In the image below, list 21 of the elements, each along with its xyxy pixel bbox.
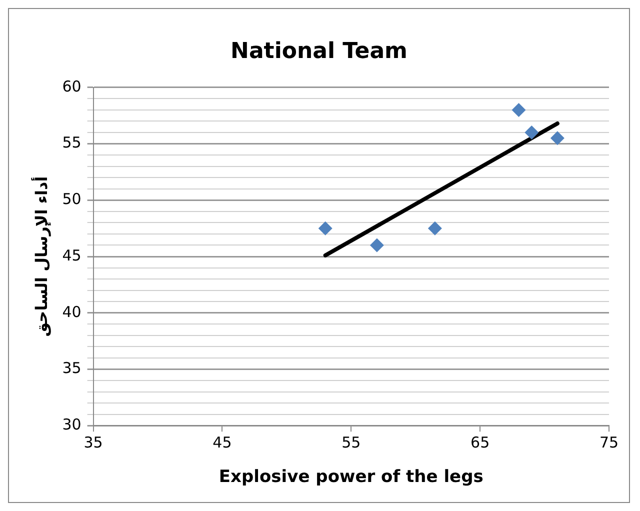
x-axis-title: Explosive power of the legs bbox=[218, 467, 484, 488]
x-tick-label: 35 bbox=[84, 433, 103, 452]
y-tick-label: 50 bbox=[62, 190, 82, 208]
chart-title: National Team bbox=[230, 38, 408, 64]
y-tick-label: 30 bbox=[62, 415, 82, 434]
x-tick-label: 65 bbox=[470, 433, 490, 452]
x-tick-label: 75 bbox=[599, 433, 619, 452]
y-tick-label: 35 bbox=[62, 359, 82, 378]
point bbox=[512, 102, 526, 117]
x-tick-label: 55 bbox=[342, 433, 361, 452]
point bbox=[524, 125, 539, 140]
y-axis-title: أداء الإرسال الساحق bbox=[30, 176, 51, 337]
point bbox=[318, 221, 332, 236]
point bbox=[428, 221, 442, 236]
y-tick-label: 45 bbox=[62, 246, 82, 264]
y-tick-label: 40 bbox=[62, 302, 82, 321]
x-tick-label: 45 bbox=[212, 433, 232, 452]
point bbox=[550, 131, 564, 146]
y-tick-label: 60 bbox=[62, 77, 82, 96]
point bbox=[370, 238, 384, 252]
y-tick-label: 55 bbox=[62, 134, 82, 152]
